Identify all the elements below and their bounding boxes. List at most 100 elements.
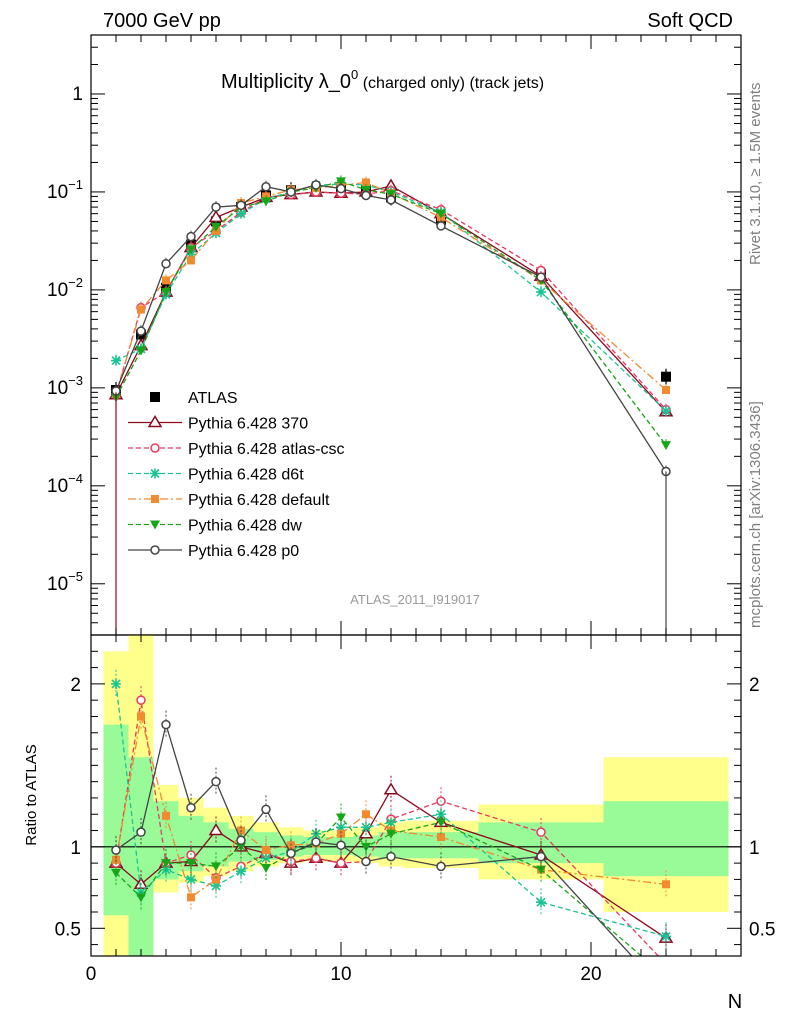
series-point <box>161 288 171 298</box>
band-green <box>103 724 129 916</box>
x-axis-label: N <box>728 991 742 1013</box>
legend-entry: Pythia 6.428 default <box>128 492 330 509</box>
ratio-point <box>336 822 346 833</box>
ratio-point <box>311 837 321 847</box>
ratio-series-pythia-6-428-p0 <box>111 710 670 997</box>
series-point <box>136 326 146 336</box>
ratio-point <box>536 897 546 908</box>
series-point <box>211 202 221 212</box>
ratio-y-tick-label-right: 2 <box>749 675 760 696</box>
legend-entry: Pythia 6.428 dw <box>128 518 302 535</box>
series-point <box>661 441 671 451</box>
series-point <box>386 195 396 205</box>
ratio-point <box>361 856 371 867</box>
ratio-point <box>137 712 145 721</box>
x-tick-label: 10 <box>330 964 351 985</box>
series-atlas-data <box>111 180 671 399</box>
plot-title: Multiplicity λ_00 (charged only) (track … <box>221 67 544 93</box>
y-tick-label: 10−4 <box>47 471 83 497</box>
series-pythia-6-428-d6t <box>111 178 671 418</box>
legend-marker <box>150 545 160 555</box>
ratio-point <box>212 875 220 884</box>
series-point <box>136 346 146 356</box>
x-tick-label: 20 <box>580 964 601 985</box>
series-point <box>236 208 246 219</box>
ratio-panel: 0.5 0.51 12 20 10 20 Ratio to ATLAS N <box>23 634 775 1013</box>
series-line <box>115 181 667 394</box>
ratio-point <box>161 719 171 730</box>
ratio-point <box>662 880 670 889</box>
series-point <box>162 276 170 285</box>
ratio-point <box>261 804 271 815</box>
band-green <box>128 757 154 956</box>
series-pythia-6-428-atlas-csc <box>111 184 671 416</box>
ratio-point <box>211 862 221 872</box>
series-line <box>115 183 667 412</box>
side-label-bottom: mcplots.cern.ch [arXiv:1306.3436] <box>747 401 764 628</box>
legend-entry: Pythia 6.428 d6t <box>128 467 304 484</box>
ratio-point <box>262 846 270 855</box>
ratio-point <box>111 845 121 855</box>
ratio-series-layer <box>108 669 674 997</box>
series-point <box>186 245 196 255</box>
y-tick-label: 10−5 <box>47 569 83 595</box>
legend-label: Pythia 6.428 default <box>188 492 330 509</box>
header-right: Soft QCD <box>647 10 733 32</box>
ratio-point <box>111 868 121 878</box>
ratio-point <box>536 865 546 875</box>
legend-entry: Pythia 6.428 atlas-csc <box>128 441 345 458</box>
ratio-point <box>136 827 146 837</box>
series-pythia-6-428-default <box>112 176 670 400</box>
ratio-point <box>436 818 446 828</box>
ratio-point <box>161 859 171 869</box>
series-point <box>536 272 546 282</box>
ratio-point <box>386 851 396 862</box>
ratio-point <box>436 861 446 872</box>
legend-marker <box>150 392 160 402</box>
ratio-point <box>362 810 370 819</box>
ratio-point <box>386 829 396 839</box>
ratio-point <box>437 833 445 842</box>
ratio-point <box>662 989 670 997</box>
legend-entry: Pythia 6.428 p0 <box>128 543 299 560</box>
ratio-point <box>136 893 146 903</box>
ratio-point <box>337 829 345 838</box>
series-point <box>187 256 195 265</box>
ratio-uncertainty-bands <box>91 635 741 956</box>
series-point <box>661 406 671 417</box>
ratio-point <box>208 823 224 836</box>
series-point <box>261 181 271 192</box>
ratio-point <box>361 842 371 852</box>
y-tick-label: 10−1 <box>47 177 83 203</box>
ratio-point <box>186 802 196 813</box>
ratio-line <box>115 700 660 956</box>
series-line <box>115 190 667 411</box>
series-point <box>536 287 546 298</box>
band-green <box>603 801 729 877</box>
series-line <box>115 185 667 413</box>
series-point <box>311 180 321 190</box>
ratio-line <box>115 816 643 956</box>
ratio-point <box>536 827 546 837</box>
ratio-ylabel: Ratio to ATLAS <box>23 744 40 845</box>
ratio-y-tick-label: 1 <box>70 838 81 859</box>
main-series-layer <box>108 175 674 635</box>
legend-entry-atlas: ATLAS <box>150 390 238 407</box>
ratio-point <box>336 858 346 868</box>
data-point <box>661 371 671 382</box>
y-tick-label: 10−2 <box>47 275 83 301</box>
series-point <box>336 177 346 187</box>
legend-marker <box>147 415 163 428</box>
legend-entry: Pythia 6.428 370 <box>128 415 308 433</box>
legend-label: Pythia 6.428 d6t <box>188 467 304 484</box>
series-point <box>286 187 296 197</box>
ratio-point <box>336 840 346 850</box>
x-tick-label: 0 <box>86 964 97 985</box>
ratio-point <box>162 811 170 820</box>
series-point <box>362 178 370 187</box>
legend-label: Pythia 6.428 dw <box>188 518 302 535</box>
y-tick-label: 1 <box>72 84 83 105</box>
ratio-point <box>111 678 121 689</box>
ratio-point <box>536 851 546 862</box>
ratio-y-tick-label-right: 1 <box>749 838 760 859</box>
